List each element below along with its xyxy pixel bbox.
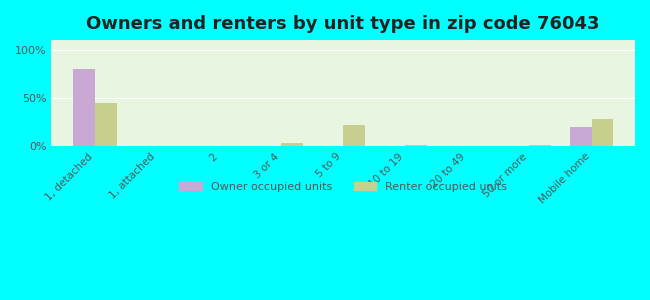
Bar (73, 69, 95, 146)
Bar (592, 119, 613, 146)
Bar (530, 145, 551, 146)
Bar (570, 127, 592, 146)
Bar (95, 103, 116, 146)
Bar (281, 142, 303, 146)
Legend: Owner occupied units, Renter occupied units: Owner occupied units, Renter occupied un… (175, 177, 512, 196)
Bar (343, 125, 365, 146)
Title: Owners and renters by unit type in zip code 76043: Owners and renters by unit type in zip c… (86, 15, 600, 33)
